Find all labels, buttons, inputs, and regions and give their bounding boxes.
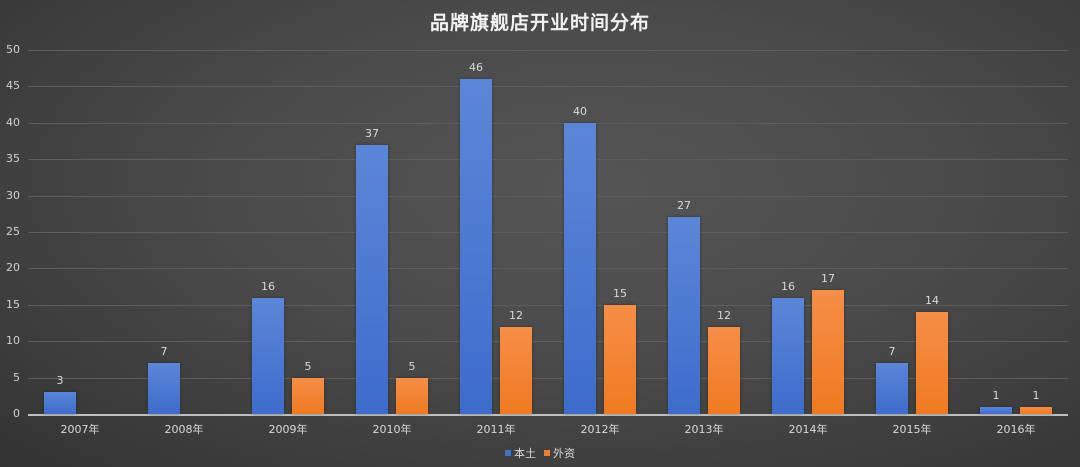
data-label: 3 xyxy=(56,374,64,388)
bar-waizi xyxy=(1020,406,1052,414)
x-tick-label: 2012年 xyxy=(580,423,620,436)
bar-waizi xyxy=(708,326,740,414)
data-label: 12 xyxy=(717,308,731,322)
x-tick-label: 2008年 xyxy=(164,423,204,436)
data-label: 1 xyxy=(1032,388,1040,402)
data-label: 37 xyxy=(365,126,379,140)
legend-label: 外资 xyxy=(553,447,575,460)
bar-waizi xyxy=(604,304,636,414)
gridline xyxy=(28,122,1068,124)
legend-item: 外资 xyxy=(544,445,575,461)
y-tick-label: 20 xyxy=(6,261,20,275)
gridline xyxy=(28,377,1068,379)
bar-bentu xyxy=(876,363,908,414)
y-tick-label: 40 xyxy=(6,115,20,129)
bar-waizi xyxy=(500,326,532,414)
bar-waizi xyxy=(292,377,324,414)
data-label: 17 xyxy=(821,272,835,286)
bar-bentu xyxy=(252,297,284,414)
data-label: 46 xyxy=(469,61,483,75)
gridline xyxy=(28,86,1068,88)
x-tick-label: 2015年 xyxy=(892,423,932,436)
data-label: 16 xyxy=(261,279,275,293)
gridline xyxy=(28,195,1068,197)
bar-bentu xyxy=(564,122,596,414)
data-label: 40 xyxy=(573,104,587,118)
data-label: 7 xyxy=(888,345,896,359)
data-label: 15 xyxy=(613,286,627,300)
data-label: 1 xyxy=(992,388,1000,402)
bar-bentu xyxy=(460,79,492,414)
gridline xyxy=(28,232,1068,233)
bar-bentu xyxy=(980,406,1012,414)
x-tick-label: 2014年 xyxy=(788,423,828,436)
x-tick-label: 2016年 xyxy=(996,423,1036,436)
y-tick-label: 15 xyxy=(6,297,20,311)
y-tick-label: 45 xyxy=(6,79,20,93)
bar-waizi xyxy=(812,290,844,414)
data-label: 14 xyxy=(925,294,939,308)
legend-item: 本土 xyxy=(505,445,536,461)
data-label: 5 xyxy=(408,359,416,373)
x-tick-label: 2013年 xyxy=(684,423,724,436)
x-tick-label: 2011年 xyxy=(476,423,516,436)
bar-bentu xyxy=(148,363,180,414)
legend-swatch-icon xyxy=(544,450,550,456)
bar-waizi xyxy=(396,377,428,414)
bar-bentu xyxy=(356,144,388,414)
y-tick-label: 0 xyxy=(13,407,20,420)
y-tick-label: 50 xyxy=(6,43,20,56)
data-label: 12 xyxy=(509,308,523,322)
y-tick-label: 35 xyxy=(6,152,20,166)
x-tick-label: 2007年 xyxy=(60,423,100,436)
data-label: 5 xyxy=(304,359,312,373)
y-tick-label: 5 xyxy=(13,370,20,384)
data-label: 27 xyxy=(677,199,691,213)
legend-swatch-icon xyxy=(505,450,511,456)
data-label: 16 xyxy=(781,279,795,293)
x-tick-label: 2009年 xyxy=(268,423,308,436)
y-tick-label: 25 xyxy=(6,225,20,238)
legend-label: 本土 xyxy=(514,447,536,460)
bar-bentu xyxy=(668,217,700,414)
gridline xyxy=(28,50,1068,51)
x-tick-label: 2010年 xyxy=(372,423,412,436)
data-label: 7 xyxy=(160,345,168,359)
gridline xyxy=(28,159,1068,161)
gridline xyxy=(28,268,1068,270)
bar-waizi xyxy=(916,312,948,414)
y-tick-label: 30 xyxy=(6,188,20,202)
bar-bentu xyxy=(772,297,804,414)
chart-title: 品牌旗舰店开业时间分布 xyxy=(429,12,650,34)
y-tick-label: 10 xyxy=(6,334,20,348)
bar-bentu xyxy=(44,392,76,414)
legend: 本土 外资 xyxy=(0,445,1080,461)
x-axis-line xyxy=(28,414,1068,416)
gridline xyxy=(28,341,1068,343)
gridline xyxy=(28,304,1068,306)
